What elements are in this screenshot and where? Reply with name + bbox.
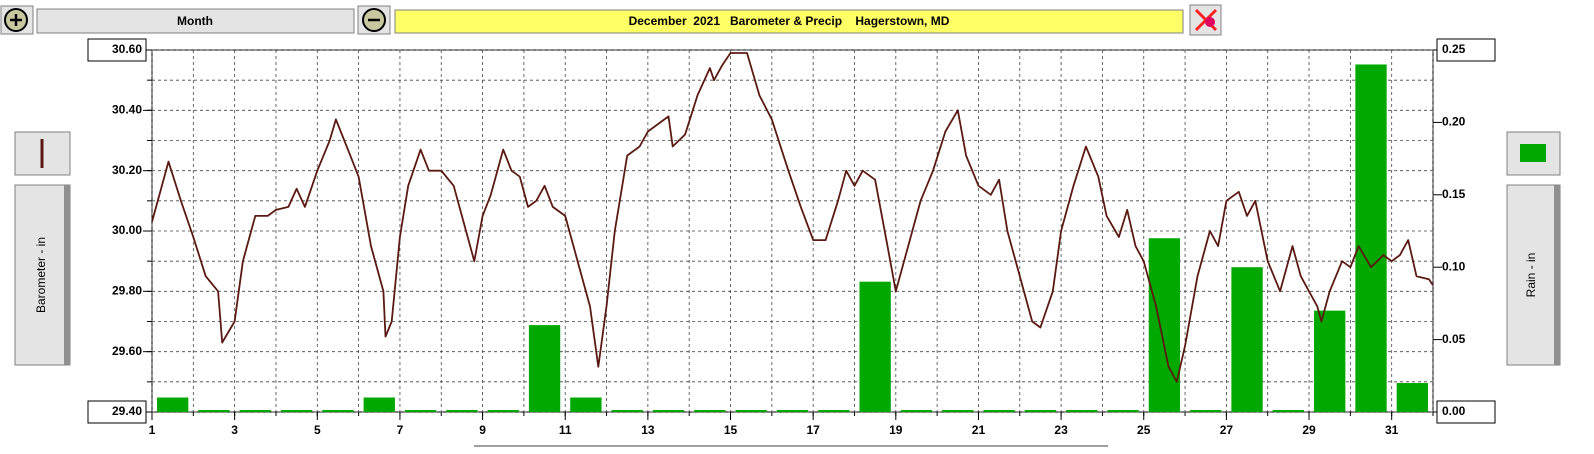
- x-tick-label: 3: [231, 423, 238, 437]
- y2-axis-label: Rain - in: [1524, 253, 1538, 298]
- bar: [363, 397, 395, 412]
- period-button[interactable]: [36, 8, 355, 34]
- x-tick-label: 13: [641, 423, 655, 437]
- tick-box: [1436, 38, 1496, 62]
- tick-box: [87, 400, 147, 424]
- y-tick-label: 29.80: [112, 284, 142, 298]
- bar: [1107, 410, 1139, 412]
- bar: [570, 397, 602, 412]
- y-tick-label: 30.60: [112, 42, 142, 56]
- bar: [404, 410, 437, 412]
- bar: [1066, 410, 1098, 412]
- y2-tick-label: 0.25: [1442, 42, 1466, 56]
- y2-tick-label: 0.10: [1442, 259, 1466, 273]
- x-tick-label: 17: [806, 423, 820, 437]
- button-shade: [64, 185, 70, 365]
- bar: [1190, 410, 1222, 412]
- period-label: Month: [177, 14, 213, 28]
- x-tick-label: 21: [972, 423, 986, 437]
- x-tick-label: 9: [479, 423, 486, 437]
- y-tick-label: 30.20: [112, 163, 142, 177]
- button-shade: [1554, 185, 1560, 365]
- y2-tick-label: 0.05: [1442, 332, 1466, 346]
- bar: [942, 410, 974, 412]
- bar-legend-button[interactable]: [1506, 131, 1561, 176]
- chart-title: December 2021 Barometer & Precip Hagerst…: [629, 14, 950, 28]
- bar: [611, 410, 643, 412]
- x-tick-label: 31: [1385, 423, 1399, 437]
- y-tick-label: 30.00: [112, 223, 142, 237]
- plus-glyph: [10, 14, 22, 26]
- y-tick-label: 29.60: [112, 344, 142, 358]
- bar: [198, 410, 230, 412]
- bar: [1272, 410, 1305, 412]
- x-tick-label: 7: [397, 423, 404, 437]
- x-tick-label: 27: [1220, 423, 1234, 437]
- bar: [1314, 310, 1346, 412]
- bar: [1396, 383, 1428, 412]
- barometer-line: [151, 52, 1434, 383]
- plot-area: [151, 49, 1434, 413]
- bar: [1024, 410, 1057, 412]
- x-tick-label: 29: [1302, 423, 1316, 437]
- y-axis-button[interactable]: [14, 184, 71, 366]
- bar: [1148, 238, 1181, 412]
- bar: [322, 410, 354, 412]
- bar: [239, 410, 271, 412]
- y2-axis-button[interactable]: [1506, 184, 1561, 366]
- bar-legend-swatch: [1520, 144, 1546, 162]
- x-tick-label: 15: [724, 423, 738, 437]
- bar: [694, 410, 726, 412]
- bar: [487, 410, 519, 412]
- x-tick-label: 25: [1137, 423, 1151, 437]
- tick-box: [1436, 400, 1496, 424]
- bar: [1231, 267, 1263, 412]
- y-tick-label: 30.40: [112, 103, 142, 117]
- bar: [735, 410, 767, 412]
- x-tick-label: 23: [1054, 423, 1068, 437]
- y-tick-label: 29.40: [112, 404, 142, 418]
- bar: [859, 281, 891, 412]
- y2-tick-label: 0.00: [1442, 404, 1466, 418]
- bar: [652, 410, 685, 412]
- y2-tick-label: 0.15: [1442, 187, 1466, 201]
- bar: [446, 410, 478, 412]
- bar: [900, 410, 933, 412]
- bar: [528, 325, 561, 412]
- x-tick-label: 19: [889, 423, 903, 437]
- bar: [983, 410, 1015, 412]
- bar: [280, 410, 313, 412]
- tick-box: [87, 38, 147, 62]
- bar: [157, 397, 189, 412]
- x-tick-label: 1: [149, 423, 156, 437]
- color-icon-dot: [1205, 17, 1215, 27]
- y-axis-label: Barometer - in: [34, 237, 48, 313]
- bar: [818, 410, 850, 412]
- bar: [776, 410, 809, 412]
- title-box: [394, 9, 1184, 34]
- x-tick-label: 5: [314, 423, 321, 437]
- bar: [1355, 64, 1387, 412]
- plot: 1 3 5 7 9 11 13 15 17 19 21 23 25 27 29 3129.4029.6029.…: [87, 38, 1496, 437]
- x-tick-label: 11: [559, 423, 572, 437]
- y2-tick-label: 0.20: [1442, 115, 1466, 129]
